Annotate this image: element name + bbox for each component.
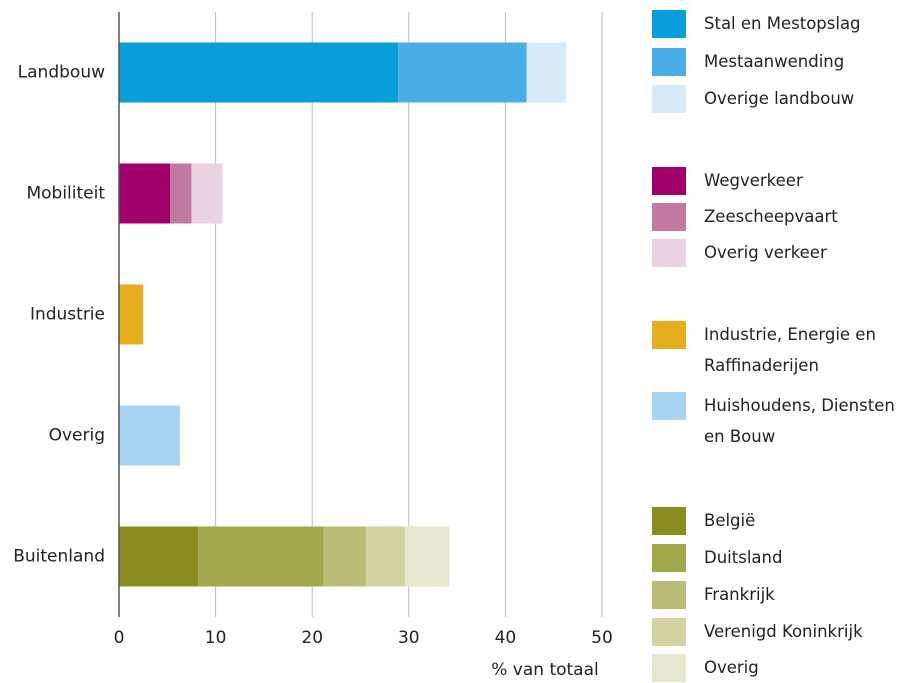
legend-swatch [652,167,686,195]
y-tick-label: Overig [49,426,105,446]
x-tick-label: 0 [114,628,125,648]
x-tick-label: 20 [301,628,323,648]
legend-label: Mestaanwending [704,52,845,71]
legend-item: Industrie, Energie en Raffinaderijen [652,321,908,381]
bar-segment [119,405,180,466]
legend-label: Overige landbouw [704,89,855,108]
x-tick-label: 50 [591,628,613,648]
legend-item: Overige landbouw [652,85,908,114]
y-tick-label: Buitenland [13,547,105,567]
bar-segment [119,163,171,224]
legend-label: Frankrijk [704,585,775,604]
bar-segment [119,526,199,587]
bar-segment [398,42,527,103]
bar-segment [323,526,367,587]
legend-item: Zeescheepvaart [652,203,908,232]
legend-swatch [652,654,686,682]
legend-label: Industrie, Energie en Raffinaderijen [704,325,876,375]
bar-segment [191,163,223,224]
legend-item: Huishoudens, Diensten en Bouw [652,392,908,452]
legend-swatch [652,239,686,267]
legend-item: Stal en Mestopslag [652,10,908,39]
bar-segment [366,526,405,587]
legend-label: Wegverkeer [704,171,803,190]
x-tick-label: 40 [495,628,517,648]
bar-segment [404,526,450,587]
legend-swatch [652,618,686,646]
legend-swatch [652,507,686,535]
legend-label: België [704,511,756,530]
legend-swatch [652,544,686,572]
legend-swatch [652,85,686,113]
legend-swatch [652,203,686,231]
legend-label: Huishoudens, Diensten en Bouw [704,396,895,446]
y-tick-label: Landbouw [18,63,105,83]
legend-item: Duitsland [652,544,908,573]
bar-segment [198,526,324,587]
bar-segment [119,42,399,103]
x-tick-label: 10 [205,628,227,648]
legend-swatch [652,10,686,38]
legend-swatch [652,321,686,349]
legend-swatch [652,48,686,76]
legend-item: Wegverkeer [652,167,908,196]
legend-item: België [652,507,908,536]
y-tick-label: Industrie [30,305,105,325]
legend-label: Overig verkeer [704,243,827,262]
x-axis-label: % van totaal [491,660,599,679]
legend-item: Frankrijk [652,581,908,610]
legend-item: Mestaanwending [652,48,908,77]
bar-segment [119,284,144,345]
legend-item: Overig [652,654,908,683]
legend-label: Zeescheepvaart [704,207,838,226]
legend-swatch [652,392,686,420]
legend-item: Overig verkeer [652,239,908,268]
y-tick-label: Mobiliteit [26,184,105,204]
x-tick-label: 30 [398,628,420,648]
legend-label: Stal en Mestopslag [704,14,861,33]
legend-label: Overig [704,658,759,677]
legend-swatch [652,581,686,609]
bar-segment [170,163,192,224]
legend-item: Verenigd Koninkrijk [652,618,908,647]
bar-segment [526,42,567,103]
legend-label: Duitsland [704,548,783,567]
legend-label: Verenigd Koninkrijk [704,622,863,641]
